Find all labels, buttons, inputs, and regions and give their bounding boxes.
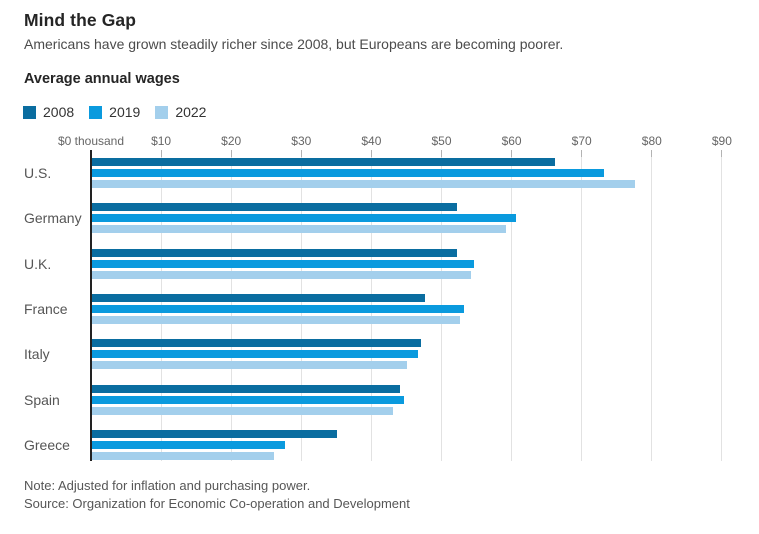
- legend-swatch-2022: [155, 105, 169, 119]
- bar-germany-2019: [92, 214, 517, 223]
- bar-uk-2022: [92, 270, 471, 279]
- legend-item-2022: 2022: [155, 105, 206, 119]
- gridline: [230, 150, 232, 461]
- bar-uk-2019: [92, 259, 475, 268]
- bar-greece-2019: [92, 441, 285, 450]
- legend-item-2008: 2008: [23, 105, 74, 119]
- bar-france-2008: [92, 294, 425, 303]
- category-label: Spain: [24, 391, 60, 408]
- bar-spain-2022: [92, 406, 394, 415]
- axis-tick-label: $80: [641, 134, 662, 148]
- y-axis-line: [90, 150, 92, 461]
- gridline: [511, 150, 513, 461]
- axis-tick-label: $70: [571, 134, 592, 148]
- axis-tick: [230, 150, 232, 157]
- gridline: [651, 150, 653, 461]
- axis-tick: [441, 150, 442, 157]
- chart-section-label: Average annual wages: [24, 71, 180, 87]
- gridline: [441, 150, 442, 461]
- bar-france-2019: [92, 305, 464, 314]
- axis-tick: [160, 150, 162, 157]
- gridline: [721, 150, 723, 461]
- bar-uk-2008: [92, 248, 457, 257]
- axis-tick: [300, 150, 302, 157]
- legend-swatch-2019: [89, 105, 103, 119]
- bar-italy-2019: [92, 350, 418, 359]
- axis-tick-label: $90: [711, 134, 732, 148]
- gridline: [581, 150, 583, 461]
- bar-us-2022: [92, 180, 636, 188]
- legend-item-2019: 2019: [89, 105, 140, 119]
- bar-italy-2022: [92, 361, 408, 370]
- bar-spain-2008: [92, 384, 401, 393]
- category-label: Greece: [24, 437, 70, 454]
- category-label: France: [24, 301, 68, 318]
- axis-tick: [721, 150, 723, 157]
- axis-tick-label: $10: [151, 134, 172, 148]
- axis-tick: [651, 150, 653, 157]
- page-subtitle: Americans have grown steadily richer sin…: [24, 36, 564, 52]
- bar-us-2019: [92, 169, 604, 177]
- axis-tick-label: $50: [431, 134, 452, 148]
- bar-italy-2008: [92, 339, 422, 348]
- chart-note: Note: Adjusted for inflation and purchas…: [24, 478, 311, 493]
- axis-tick-label: $60: [501, 134, 522, 148]
- chart-legend: 2008 2019 2022: [23, 105, 221, 119]
- bar-us-2008: [92, 158, 555, 166]
- bar-france-2022: [92, 316, 461, 325]
- axis-tick: [370, 150, 372, 157]
- axis-tick-label: $0 thousand: [57, 134, 125, 148]
- axis-tick-label: $30: [291, 134, 312, 148]
- axis-tick-label: $20: [221, 134, 242, 148]
- gridline: [160, 150, 162, 461]
- bar-spain-2019: [92, 395, 404, 404]
- legend-swatch-2008: [23, 105, 36, 119]
- gridline: [370, 150, 372, 461]
- category-label: U.S.: [24, 165, 52, 181]
- legend-label-2019: 2019: [109, 104, 141, 120]
- bar-greece-2008: [92, 430, 338, 439]
- gridline: [300, 150, 302, 461]
- axis-tick: [581, 150, 583, 157]
- category-label: U.K.: [24, 255, 52, 272]
- bar-germany-2022: [92, 225, 506, 234]
- axis-tick: [511, 150, 513, 157]
- bar-germany-2008: [92, 203, 457, 212]
- bar-greece-2022: [92, 452, 275, 461]
- axis-tick-label: $40: [361, 134, 382, 148]
- legend-label-2008: 2008: [43, 104, 75, 120]
- chart-source: Source: Organization for Economic Co-ope…: [24, 496, 410, 511]
- category-label: Germany: [24, 210, 82, 227]
- category-label: Italy: [24, 346, 50, 363]
- page-title: Mind the Gap: [24, 10, 137, 30]
- legend-label-2022: 2022: [175, 104, 207, 120]
